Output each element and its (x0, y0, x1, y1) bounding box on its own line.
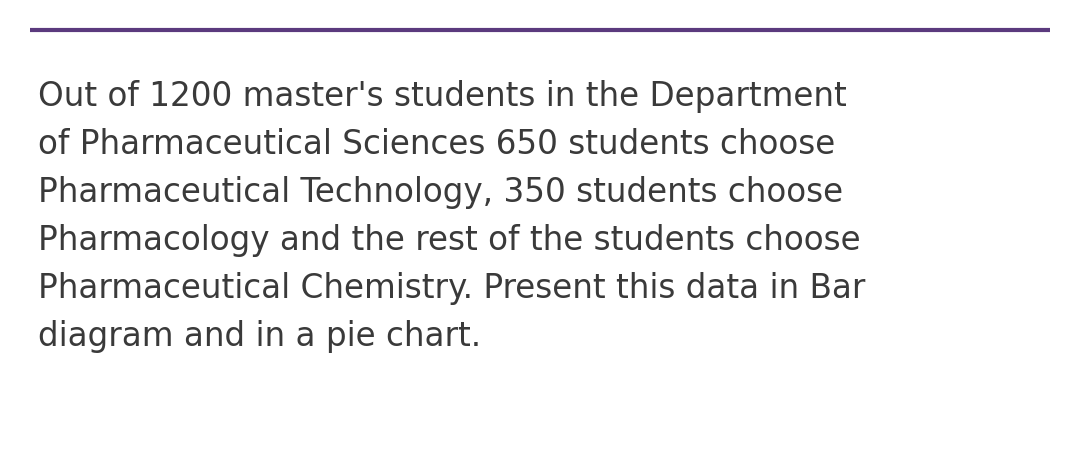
Text: Out of 1200 master's students in the Department
of Pharmaceutical Sciences 650 s: Out of 1200 master's students in the Dep… (38, 80, 865, 353)
